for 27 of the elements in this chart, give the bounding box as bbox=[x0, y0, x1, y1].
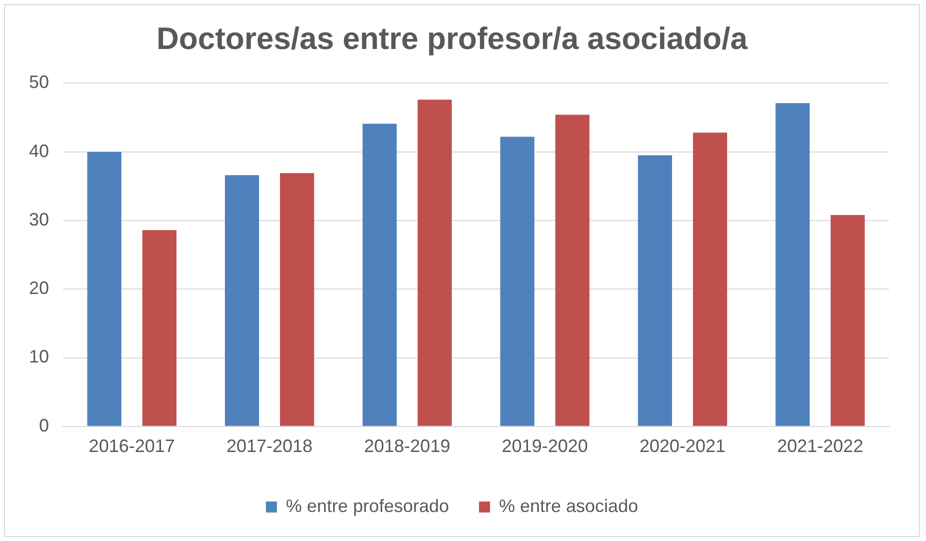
x-tick-label: 2017-2018 bbox=[226, 436, 313, 456]
bar bbox=[224, 175, 260, 426]
x-tick-label: 2018-2019 bbox=[364, 436, 450, 456]
y-tick-label: 10 bbox=[28, 346, 50, 367]
bar bbox=[280, 173, 314, 426]
bar bbox=[87, 152, 122, 426]
bar bbox=[142, 230, 176, 426]
bar bbox=[776, 103, 810, 426]
bar bbox=[638, 155, 672, 426]
bar bbox=[555, 114, 590, 426]
legend-label: % entre profesorado bbox=[286, 496, 450, 516]
x-tick-label: 2020-2021 bbox=[639, 436, 726, 456]
bar bbox=[500, 136, 534, 426]
y-tick-label: 50 bbox=[28, 72, 50, 92]
y-tick-label: 40 bbox=[28, 140, 50, 161]
bar bbox=[830, 214, 865, 426]
legend-label: % entre asociado bbox=[499, 496, 638, 516]
x-tick-label: 2016-2017 bbox=[88, 436, 175, 456]
bar bbox=[418, 100, 452, 426]
bar bbox=[692, 132, 728, 426]
y-tick-label: 20 bbox=[28, 278, 50, 298]
x-tick-label: 2021-2022 bbox=[777, 436, 864, 456]
bar bbox=[362, 124, 397, 426]
chart-title: Doctores/as entre profesor/a asociado/a bbox=[156, 21, 748, 56]
y-tick-label: 0 bbox=[39, 415, 50, 436]
x-tick-label: 2019-2020 bbox=[502, 436, 588, 456]
y-tick-label: 30 bbox=[28, 209, 50, 230]
